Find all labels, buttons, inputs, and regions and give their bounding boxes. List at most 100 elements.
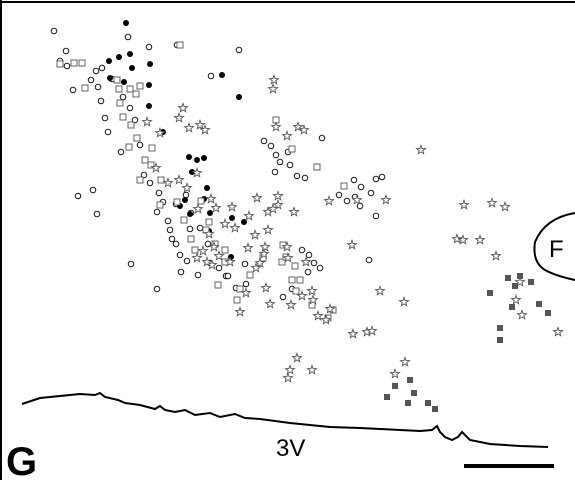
open-square-marker bbox=[113, 76, 121, 84]
filled-circle-marker bbox=[207, 210, 213, 216]
open-star-marker bbox=[292, 121, 304, 132]
open-square-marker bbox=[221, 246, 229, 254]
open-star-marker bbox=[320, 314, 332, 325]
filled-circle-marker bbox=[121, 79, 127, 85]
open-star-marker bbox=[254, 257, 266, 268]
open-circle-marker bbox=[279, 293, 287, 301]
open-circle-marker bbox=[131, 116, 139, 124]
open-square-marker bbox=[141, 156, 149, 164]
open-circle-marker bbox=[101, 114, 109, 122]
open-square-marker bbox=[176, 41, 184, 49]
open-star-marker bbox=[267, 83, 279, 94]
open-square-marker bbox=[236, 285, 244, 293]
filled-circle-marker bbox=[186, 154, 192, 160]
open-circle-marker bbox=[126, 104, 134, 112]
open-square-marker bbox=[56, 60, 64, 68]
open-square-marker bbox=[126, 85, 134, 93]
open-circle-marker bbox=[367, 189, 375, 197]
open-star-marker bbox=[399, 356, 411, 367]
open-square-marker bbox=[233, 296, 241, 304]
open-star-marker bbox=[150, 162, 162, 173]
filled-square-marker bbox=[545, 310, 551, 316]
open-star-marker bbox=[258, 248, 270, 259]
open-star-marker bbox=[307, 294, 319, 305]
open-circle-marker bbox=[168, 235, 176, 243]
open-square-marker bbox=[127, 121, 135, 129]
open-star-marker bbox=[474, 234, 486, 245]
open-circle-marker bbox=[177, 268, 185, 276]
filled-circle-marker bbox=[146, 103, 152, 109]
open-circle-marker bbox=[146, 179, 154, 187]
filled-circle-marker bbox=[116, 54, 122, 60]
open-square-marker bbox=[157, 176, 165, 184]
open-square-marker bbox=[136, 82, 144, 90]
fornix-outline bbox=[533, 212, 575, 281]
open-circle-marker bbox=[182, 191, 190, 199]
open-star-marker bbox=[300, 256, 312, 267]
open-star-marker bbox=[298, 124, 310, 135]
open-star-marker bbox=[514, 276, 526, 287]
open-star-marker bbox=[249, 229, 261, 240]
open-star-marker bbox=[490, 250, 502, 261]
open-star-marker bbox=[229, 222, 241, 233]
open-circle-marker bbox=[140, 171, 148, 179]
open-star-marker bbox=[154, 127, 166, 138]
open-circle-marker bbox=[301, 174, 309, 182]
open-square-marker bbox=[180, 216, 188, 224]
filled-circle-marker bbox=[194, 157, 200, 163]
open-circle-marker bbox=[224, 272, 232, 280]
open-square-marker bbox=[133, 134, 141, 142]
open-circle-marker bbox=[136, 141, 144, 149]
open-circle-marker bbox=[310, 259, 318, 267]
ventricle-contour bbox=[21, 391, 549, 448]
open-circle-marker bbox=[127, 260, 135, 268]
open-star-marker bbox=[374, 285, 386, 296]
open-square-marker bbox=[296, 276, 304, 284]
open-star-marker bbox=[486, 197, 498, 208]
open-circle-marker bbox=[74, 192, 82, 200]
open-star-marker bbox=[398, 296, 410, 307]
open-star-marker bbox=[312, 310, 324, 321]
filled-circle-marker bbox=[123, 20, 129, 26]
open-star-marker bbox=[224, 256, 236, 267]
open-star-marker bbox=[516, 309, 528, 320]
open-star-marker bbox=[285, 299, 297, 310]
open-circle-marker bbox=[87, 76, 95, 84]
open-circle-marker bbox=[124, 33, 132, 41]
open-star-marker bbox=[380, 194, 392, 205]
open-star-marker bbox=[323, 195, 335, 206]
open-circle-marker bbox=[98, 64, 106, 72]
open-star-marker bbox=[284, 364, 296, 375]
open-circle-marker bbox=[183, 257, 191, 265]
open-star-marker bbox=[366, 325, 378, 336]
open-star-marker bbox=[201, 256, 213, 267]
open-circle-marker bbox=[335, 191, 343, 199]
open-star-marker bbox=[177, 102, 189, 113]
filled-circle-marker bbox=[236, 94, 242, 100]
open-star-marker bbox=[191, 167, 203, 178]
open-square-marker bbox=[78, 59, 86, 67]
open-circle-marker bbox=[194, 271, 202, 279]
open-circle-marker bbox=[215, 264, 223, 272]
filled-square-marker bbox=[512, 283, 518, 289]
open-star-marker bbox=[203, 228, 215, 239]
third-ventricle-label: 3V bbox=[276, 435, 305, 462]
open-circle-marker bbox=[69, 86, 77, 94]
open-star-marker bbox=[260, 282, 272, 293]
open-circle-marker bbox=[104, 128, 112, 136]
open-circle-marker bbox=[166, 226, 174, 234]
open-square-marker bbox=[191, 246, 199, 254]
filled-square-marker bbox=[432, 406, 438, 412]
filled-circle-marker bbox=[187, 211, 193, 217]
open-star-marker bbox=[306, 285, 318, 296]
open-circle-marker bbox=[119, 93, 127, 101]
open-circle-marker bbox=[318, 134, 326, 142]
open-star-marker bbox=[191, 252, 203, 263]
open-star-marker bbox=[262, 224, 274, 235]
open-star-marker bbox=[270, 121, 282, 132]
filled-square-marker bbox=[425, 400, 431, 406]
open-circle-marker bbox=[196, 224, 204, 232]
filled-square-marker bbox=[392, 383, 398, 389]
filled-circle-marker bbox=[201, 155, 207, 161]
open-circle-marker bbox=[50, 27, 58, 35]
